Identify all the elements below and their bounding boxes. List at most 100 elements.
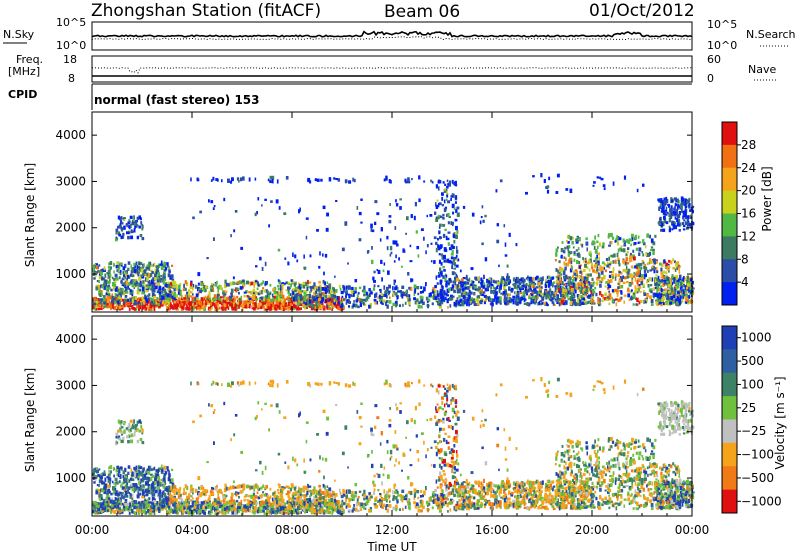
power-data-cell — [460, 292, 463, 298]
power-data-cell — [499, 282, 503, 287]
power-data-cell — [101, 284, 104, 289]
power-data-cell — [95, 286, 99, 291]
power-data-cell — [677, 213, 681, 219]
power-data-cell — [395, 254, 397, 259]
power-data-cell — [135, 270, 138, 275]
colorbar-segment — [722, 122, 737, 146]
power-data-cell — [445, 296, 447, 301]
power-data-cell — [417, 254, 420, 258]
power-data-cell — [138, 225, 141, 229]
power-data-cell — [98, 264, 101, 267]
power-data-cell — [386, 295, 388, 299]
power-data-cell — [206, 297, 209, 300]
power-data-cell — [322, 205, 326, 210]
power-data-cell — [442, 216, 445, 220]
velocity-data-cell — [224, 511, 227, 515]
power-data-cell — [553, 294, 556, 299]
power-data-cell — [247, 295, 250, 300]
power-data-cell — [456, 297, 459, 302]
power-data-cell — [545, 302, 548, 305]
power-data-cell — [630, 239, 633, 242]
power-data-cell — [440, 246, 442, 249]
power-data-cell — [196, 298, 199, 301]
power-data-cell — [352, 177, 354, 182]
power-data-cell — [103, 286, 107, 291]
power-data-cell — [456, 206, 460, 210]
power-data-cell — [196, 300, 200, 305]
power-data-cell — [348, 295, 351, 299]
power-data-cell — [676, 211, 679, 216]
power-data-cell — [525, 283, 528, 286]
power-data-cell — [545, 291, 548, 295]
power-data-cell — [232, 302, 235, 307]
power-data-cell — [499, 296, 502, 301]
power-data-cell — [208, 199, 210, 203]
power-data-cell — [636, 297, 639, 303]
power-data-cell — [414, 300, 417, 305]
power-data-cell — [363, 298, 366, 302]
power-data-cell — [683, 224, 686, 228]
power-data-cell — [162, 277, 165, 281]
power-data-cell — [438, 245, 440, 249]
power-data-cell — [132, 298, 134, 303]
power-data-cell — [686, 222, 690, 226]
power-data-cell — [115, 238, 118, 242]
power-data-cell — [582, 268, 586, 273]
power-data-cell — [603, 263, 607, 267]
power-data-cell — [438, 299, 441, 304]
power-data-cell — [322, 253, 324, 257]
power-data-cell — [357, 291, 360, 295]
power-data-cell — [258, 297, 261, 301]
power-data-cell — [125, 271, 128, 275]
power-data-cell — [688, 281, 691, 284]
power-data-cell — [275, 295, 278, 301]
power-data-cell — [593, 245, 596, 250]
power-data-cell — [570, 251, 573, 255]
power-data-cell — [458, 283, 461, 289]
power-data-cell — [651, 266, 654, 269]
power-data-cell — [432, 295, 436, 300]
power-data-cell — [684, 201, 687, 206]
velocity-data-cell — [203, 511, 207, 515]
power-data-cell — [306, 301, 309, 307]
power-data-cell — [594, 235, 597, 240]
power-data-cell — [509, 279, 512, 284]
power-data-cell — [504, 281, 508, 286]
power-data-cell — [653, 258, 656, 262]
power-data-cell — [428, 293, 431, 298]
power-data-cell — [134, 279, 138, 282]
power-data-cell — [267, 301, 271, 306]
power-data-cell — [622, 281, 626, 285]
power-data-cell — [151, 292, 155, 297]
power-data-cell — [123, 277, 126, 280]
power-data-cell — [335, 200, 338, 203]
power-data-cell — [257, 302, 261, 307]
power-data-cell — [401, 294, 404, 299]
power-data-cell — [561, 285, 564, 289]
power-data-cell — [341, 295, 344, 298]
power-data-cell — [130, 289, 134, 294]
power-data-cell — [290, 283, 293, 288]
power-data-cell — [568, 282, 571, 287]
power-data-cell — [462, 299, 465, 302]
power-data-cell — [302, 281, 306, 284]
power-data-cell — [115, 302, 118, 305]
power-data-cell — [570, 301, 573, 306]
power-data-cell — [608, 284, 612, 289]
power-data-cell — [453, 279, 457, 283]
power-data-cell — [128, 298, 131, 302]
power-data-cell — [635, 287, 639, 292]
power-data-cell — [660, 267, 663, 272]
power-data-cell — [444, 248, 448, 253]
power-data-cell — [370, 227, 373, 232]
velocity-data-cell — [200, 501, 204, 506]
power-data-cell — [682, 280, 685, 283]
power-data-cell — [135, 261, 138, 266]
power-data-cell — [561, 280, 564, 286]
power-data-cell — [528, 276, 532, 282]
power-data-cell — [455, 284, 457, 289]
power-data-cell — [278, 306, 282, 310]
power-data-cell — [653, 292, 656, 295]
power-data-cell — [97, 269, 100, 273]
power-data-cell — [558, 302, 561, 307]
